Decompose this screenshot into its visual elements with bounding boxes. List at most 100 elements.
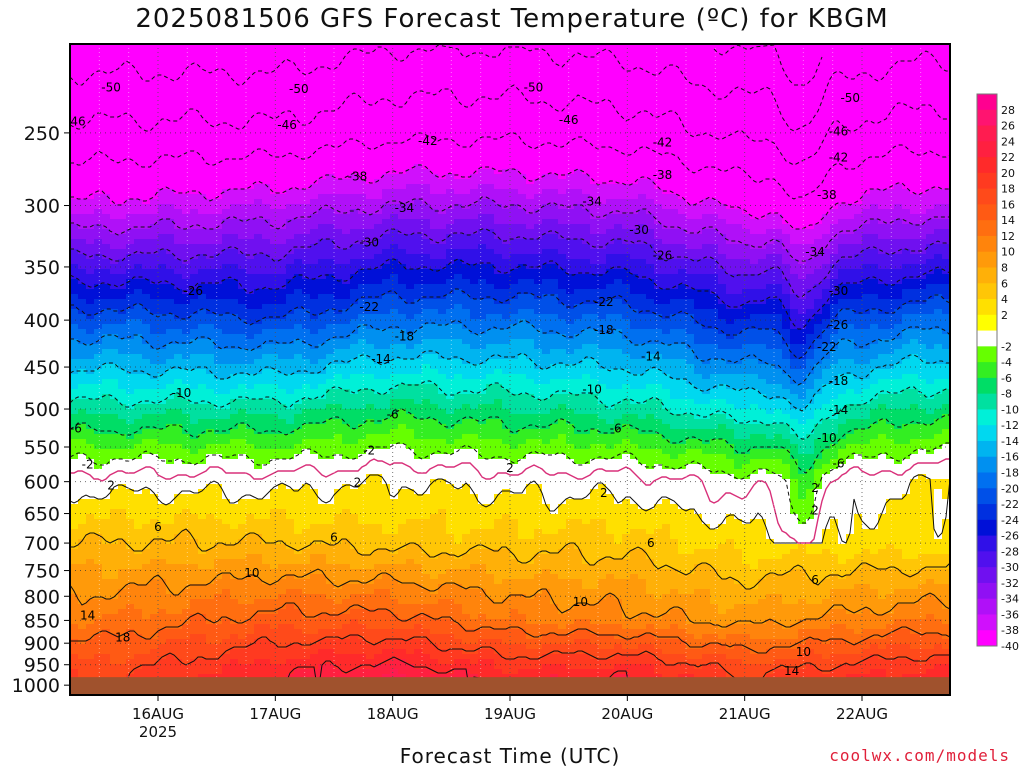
field-cell [134,234,143,240]
field-cell [118,569,127,575]
field-cell [78,639,87,645]
field-cell [238,374,247,380]
field-cell [310,374,319,380]
field-cell [326,459,335,465]
field-cell [294,294,303,300]
field-cell [102,179,111,185]
field-cell [94,124,103,130]
field-cell [310,324,319,330]
field-cell [286,409,295,415]
field-cell [174,84,183,90]
field-cell [118,184,127,190]
field-cell [102,544,111,550]
field-cell [102,164,111,170]
field-cell [222,424,231,430]
field-cell [230,349,239,355]
field-cell [222,224,231,230]
field-cell [198,559,207,565]
field-cell [134,424,143,430]
field-cell [142,364,151,370]
field-cell [174,344,183,350]
field-cell [318,534,327,540]
field-cell [118,414,127,420]
field-cell [182,209,191,215]
field-cell [342,529,351,535]
field-cell [286,279,295,285]
field-cell [182,484,191,490]
field-cell [118,654,127,660]
field-cell [334,54,343,60]
field-cell [174,309,183,315]
field-cell [342,299,351,305]
field-cell [190,619,199,625]
field-cell [206,194,215,200]
field-cell [158,294,167,300]
field-cell [110,134,119,140]
field-cell [246,439,255,445]
field-cell [294,634,303,640]
field-cell [110,569,119,575]
field-cell [158,299,167,305]
field-cell [198,94,207,100]
field-cell [214,359,223,365]
field-cell [102,384,111,390]
field-cell [150,79,159,85]
field-cell [206,299,215,305]
field-cell [230,359,239,365]
field-cell [366,424,375,430]
field-cell [214,544,223,550]
field-cell [366,109,375,115]
field-cell [158,459,167,465]
field-cell [126,239,135,245]
field-cell [246,259,255,265]
field-cell [142,294,151,300]
field-cell [262,659,271,665]
field-cell [206,539,215,545]
field-cell [158,429,167,435]
field-cell [286,529,295,535]
field-cell [134,499,143,505]
field-cell [222,229,231,235]
field-cell [190,114,199,120]
field-cell [230,89,239,95]
field-cell [166,129,175,135]
field-cell [206,624,215,630]
field-cell [174,484,183,490]
field-cell [318,314,327,320]
field-cell [366,69,375,75]
field-cell [198,514,207,520]
field-cell [350,609,359,615]
field-cell [294,499,303,505]
field-cell [126,274,135,280]
field-cell [342,194,351,200]
field-cell [158,439,167,445]
field-cell [334,99,343,105]
field-cell [134,514,143,520]
field-cell [286,344,295,350]
field-cell [366,229,375,235]
field-cell [150,409,159,415]
field-cell [262,189,271,195]
field-cell [142,444,151,450]
field-cell [166,644,175,650]
field-cell [174,124,183,130]
field-cell [254,329,263,335]
field-cell [334,169,343,175]
field-cell [214,469,223,475]
field-cell [222,134,231,140]
field-cell [190,319,199,325]
field-cell [198,549,207,555]
field-cell [166,609,175,615]
field-cell [270,359,279,365]
field-cell [238,144,247,150]
field-cell [190,524,199,530]
field-cell [150,504,159,510]
field-cell [222,349,231,355]
field-cell [246,239,255,245]
field-cell [286,354,295,360]
field-cell [78,144,87,150]
field-cell [262,484,271,490]
field-cell [310,574,319,580]
field-cell [326,139,335,145]
field-cell [358,279,367,285]
